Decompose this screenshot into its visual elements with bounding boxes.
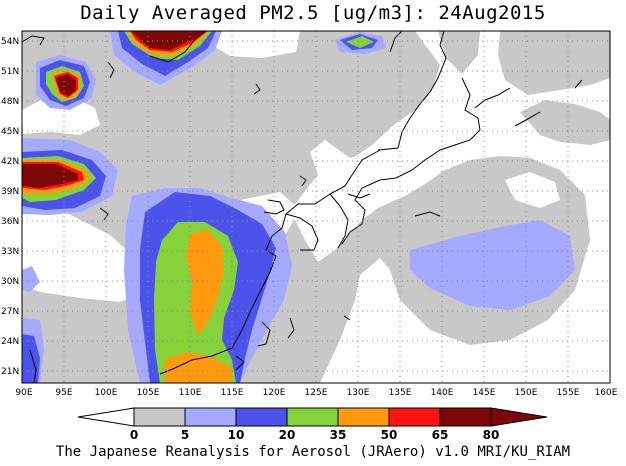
plot-frame <box>21 30 611 384</box>
colorbar-swatch-65-80 <box>439 407 492 427</box>
lon-label-95e: 95E <box>55 388 72 398</box>
colorbar-label-0: 0 <box>130 428 138 442</box>
lat-label-42n: 42N <box>1 157 19 167</box>
colorbar-label-80: 80 <box>483 428 500 442</box>
colorbar-swatch-35-50 <box>337 407 390 427</box>
lon-label-150e: 150E <box>515 388 538 398</box>
colorbar-swatch-20-35 <box>286 407 339 427</box>
map-title: Daily Averaged PM2.5 [ug/m3]: 24Aug2015 <box>80 2 546 24</box>
lon-label-120e: 120E <box>263 388 286 398</box>
colorbar-label-10: 10 <box>228 428 245 442</box>
latitude-labels: 54N 51N 48N 45N 42N 39N 36N 33N 30N 27N … <box>1 37 19 377</box>
lon-label-160e: 160E <box>595 388 618 398</box>
lat-label-39n: 39N <box>1 187 19 197</box>
colorbar-label-65: 65 <box>432 428 449 442</box>
colorbar-swatch-10-20 <box>235 407 288 427</box>
lat-label-21n: 21N <box>1 367 19 377</box>
lat-label-54n: 54N <box>1 37 19 47</box>
colorbar-swatch-50-65 <box>388 407 441 427</box>
colorbar-max-triangle <box>490 407 548 427</box>
data-credit: The Japanese Reanalysis for Aerosol (JRA… <box>55 444 571 460</box>
colorbar-swatch-0-5 <box>133 407 186 427</box>
lon-label-115e: 115E <box>221 388 244 398</box>
lon-label-155e: 155E <box>557 388 580 398</box>
colorbar-label-5: 5 <box>181 428 189 442</box>
colorbar-label-20: 20 <box>279 428 296 442</box>
lat-label-27n: 27N <box>1 307 19 317</box>
lat-label-33n: 33N <box>1 247 19 257</box>
lon-label-100e: 100E <box>95 388 118 398</box>
grid-lines <box>22 31 610 383</box>
lon-label-135e: 135E <box>389 388 412 398</box>
colorbar-min-triangle <box>77 407 135 427</box>
colorbar-swatch-5-10 <box>184 407 237 427</box>
longitude-labels: 90E 95E 100E 105E 110E 115E 120E 125E 13… <box>15 388 617 398</box>
lat-label-30n: 30N <box>1 277 19 287</box>
colorbar-label-50: 50 <box>381 428 398 442</box>
lon-label-110e: 110E <box>179 388 202 398</box>
lat-label-48n: 48N <box>1 97 19 107</box>
lon-label-105e: 105E <box>137 388 160 398</box>
lon-label-130e: 130E <box>347 388 370 398</box>
coastlines <box>22 31 583 383</box>
lat-label-24n: 24N <box>1 337 19 347</box>
lon-label-90e: 90E <box>15 388 32 398</box>
colorbar: 0 5 10 20 35 50 65 80 <box>77 407 548 442</box>
pm25-layer-above-80 <box>22 31 206 188</box>
lon-label-140e: 140E <box>431 388 454 398</box>
lon-label-125e: 125E <box>305 388 328 398</box>
colorbar-label-35: 35 <box>330 428 347 442</box>
lat-label-51n: 51N <box>1 67 19 77</box>
lon-label-145e: 145E <box>473 388 496 398</box>
lat-label-36n: 36N <box>1 217 19 227</box>
lat-label-45n: 45N <box>1 127 19 137</box>
